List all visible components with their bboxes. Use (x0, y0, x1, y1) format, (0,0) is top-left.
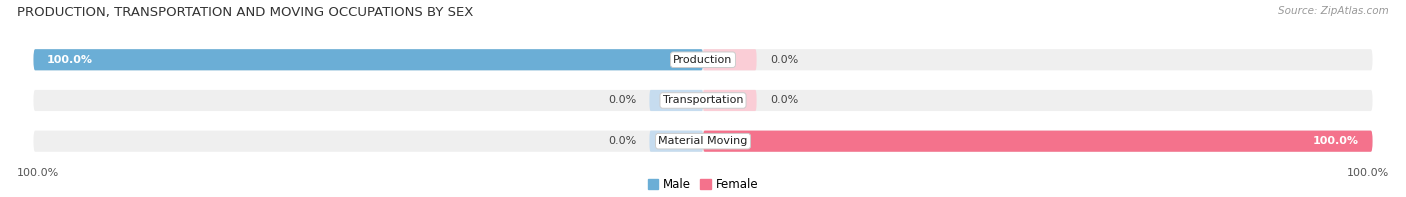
Text: Source: ZipAtlas.com: Source: ZipAtlas.com (1278, 6, 1389, 16)
FancyBboxPatch shape (650, 90, 703, 111)
Text: 0.0%: 0.0% (607, 96, 636, 105)
FancyBboxPatch shape (703, 131, 1372, 152)
FancyBboxPatch shape (34, 49, 1372, 70)
FancyBboxPatch shape (703, 90, 756, 111)
Text: Transportation: Transportation (662, 96, 744, 105)
FancyBboxPatch shape (650, 131, 703, 152)
Text: Production: Production (673, 55, 733, 65)
Text: 0.0%: 0.0% (770, 96, 799, 105)
Text: PRODUCTION, TRANSPORTATION AND MOVING OCCUPATIONS BY SEX: PRODUCTION, TRANSPORTATION AND MOVING OC… (17, 6, 474, 19)
Text: 0.0%: 0.0% (770, 55, 799, 65)
Text: 0.0%: 0.0% (607, 136, 636, 146)
Text: 100.0%: 100.0% (17, 168, 59, 178)
FancyBboxPatch shape (34, 131, 1372, 152)
Text: Material Moving: Material Moving (658, 136, 748, 146)
Text: 100.0%: 100.0% (1347, 168, 1389, 178)
FancyBboxPatch shape (34, 90, 1372, 111)
FancyBboxPatch shape (34, 49, 703, 70)
Text: 100.0%: 100.0% (1313, 136, 1360, 146)
Legend: Male, Female: Male, Female (648, 178, 758, 191)
FancyBboxPatch shape (703, 49, 756, 70)
Text: 100.0%: 100.0% (46, 55, 93, 65)
